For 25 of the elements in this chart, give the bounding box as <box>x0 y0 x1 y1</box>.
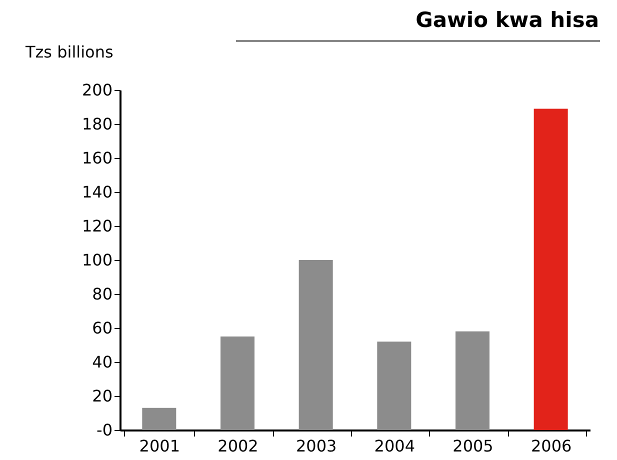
x-tick-label: 2005 <box>452 436 494 456</box>
y-tick-label: 80 <box>92 284 112 304</box>
y-tick-label: 20 <box>92 386 112 406</box>
bar <box>534 108 568 430</box>
y-tick-label: 40 <box>92 352 112 372</box>
x-tick-label: 2004 <box>374 436 416 456</box>
bar <box>456 331 490 430</box>
y-tick-label: -0 <box>96 420 112 440</box>
y-tick-label: 180 <box>82 114 112 134</box>
chart-title: Gawio kwa hisa <box>416 8 599 32</box>
bar <box>220 336 254 430</box>
y-tick-label: 100 <box>82 250 112 270</box>
x-tick-label: 2001 <box>139 436 180 456</box>
y-axis-title: Tzs billions <box>24 42 114 62</box>
y-tick-label: 160 <box>82 148 112 168</box>
x-tick-label: 2002 <box>218 436 258 456</box>
bar <box>298 260 333 430</box>
bar <box>377 342 412 430</box>
y-tick-label: 60 <box>92 318 112 338</box>
y-tick-label: 140 <box>82 182 112 202</box>
bar <box>142 408 176 430</box>
x-tick-label: 2003 <box>296 436 337 456</box>
x-tick-label: 2006 <box>530 436 572 456</box>
y-tick-label: 200 <box>82 80 112 100</box>
y-tick-label: 120 <box>82 216 112 236</box>
